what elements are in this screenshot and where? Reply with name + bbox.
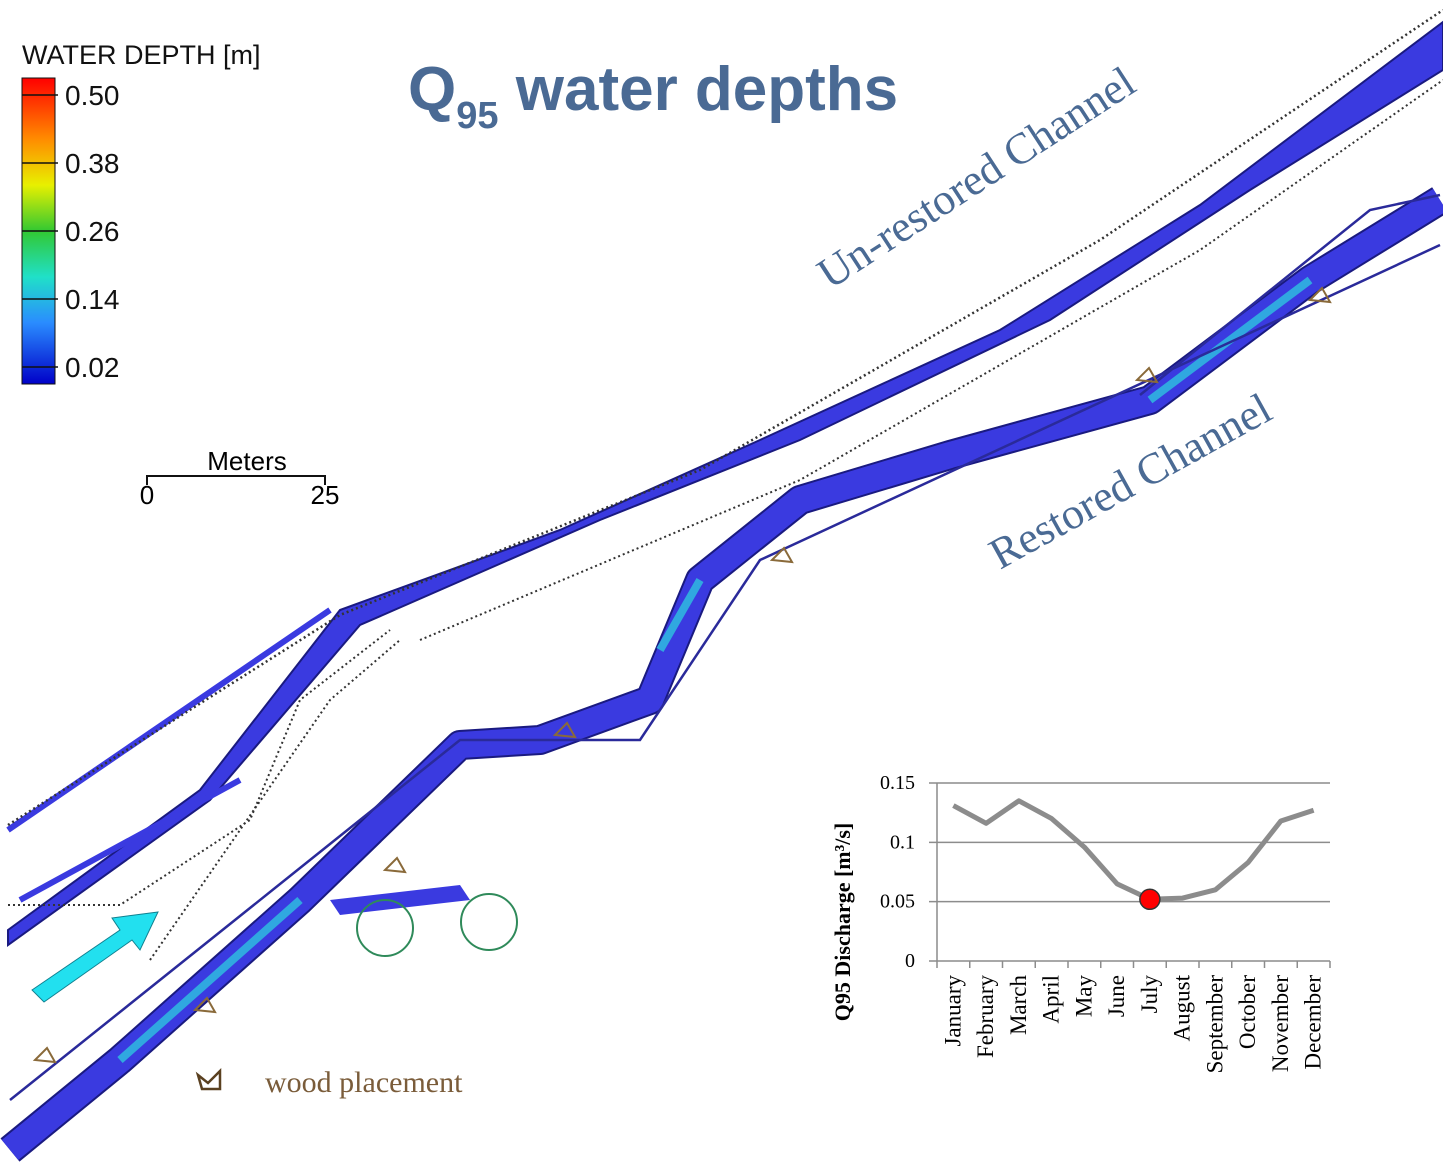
x-tick-label: November [1268,975,1293,1072]
inset-chart: 0 0.05 0.1 0.15 January February March April May… [830,772,1330,1073]
x-tick-label: October [1235,975,1260,1049]
x-tick-label: March [1006,975,1031,1036]
scale-unit: Meters [207,446,286,476]
x-tick-label: May [1071,975,1096,1018]
legend-label: 0.26 [65,216,120,247]
highlight-point [1140,889,1160,909]
y-tick-label: 0.05 [880,891,915,913]
legend-label: 0.38 [65,148,120,179]
x-tick-label: January [940,975,965,1047]
wood-icon [198,1071,220,1089]
wood-label: wood placement [265,1066,463,1099]
x-tick-label: September [1202,975,1227,1074]
flow-arrow [32,912,158,1002]
x-tick-label: July [1137,975,1162,1014]
title-main: Q [408,55,456,124]
title-rest: water depths [499,55,899,124]
scale-bar [147,476,325,485]
x-tick-label: June [1104,975,1129,1017]
scale-start: 0 [140,480,154,510]
y-tick-label: 0 [905,950,915,972]
scale-end: 25 [311,480,340,510]
x-tick-label: February [973,975,998,1059]
x-tick-label: August [1170,974,1195,1041]
x-tick-label: December [1301,975,1326,1070]
legend-label: 0.14 [65,284,120,315]
y-axis-label: Q95 Discharge [m³/s] [830,823,855,1021]
slide: Q95 water depths WATER DEPTH [m] 0.50 0.3… [0,0,1443,1163]
x-tick-label: April [1039,975,1064,1024]
slide-title: Q95 water depths [408,55,898,137]
y-tick-label: 0.15 [880,772,915,794]
legend-label: 0.50 [65,80,120,111]
y-tick-label: 0.1 [890,831,915,853]
unrestored-channel [8,10,1443,960]
legend-label: 0.02 [65,352,120,383]
title-subscript: 95 [456,95,498,137]
legend-title: WATER DEPTH [m] [22,40,261,70]
line-series [953,801,1313,899]
